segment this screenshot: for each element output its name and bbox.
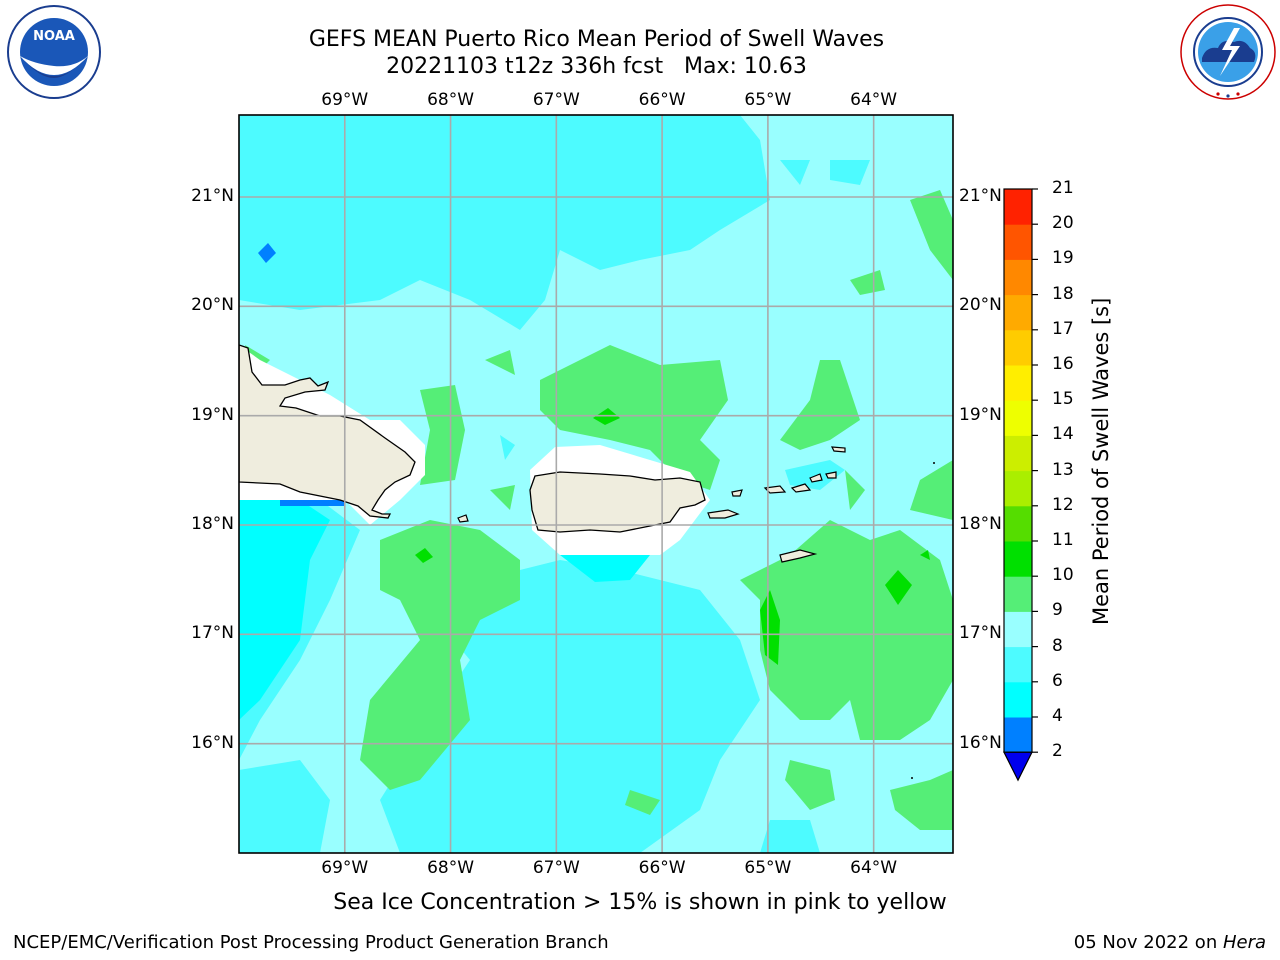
lon-label-bottom: 64°W — [850, 858, 898, 878]
map-gridlines — [239, 115, 953, 853]
lat-label-right: 18°N — [959, 514, 1002, 534]
lon-label-top: 66°W — [638, 90, 686, 110]
colorbar-segment — [1004, 681, 1032, 718]
field-4-6 — [239, 500, 330, 720]
lon-label-top: 65°W — [744, 90, 792, 110]
lat-label-right: 17°N — [959, 623, 1002, 644]
swell-period-field — [239, 115, 953, 853]
colorbar-under-arrow — [1003, 751, 1033, 782]
lon-label-top: 67°W — [532, 90, 580, 110]
colorbar-tick-label: 17 — [1052, 318, 1074, 339]
footer-branch: NCEP/EMC/Verification Post Processing Pr… — [13, 932, 609, 953]
colorbar-tick-label: 8 — [1052, 635, 1063, 656]
noaa-logo: NOAA — [7, 5, 101, 99]
lon-label-bottom: 67°W — [532, 858, 580, 878]
footer-date: 05 Nov 2022 on Hera — [1074, 932, 1266, 953]
st-croix-island — [779, 549, 818, 563]
colorbar-tick-label: 13 — [1052, 459, 1074, 480]
mona-island — [457, 514, 469, 523]
lat-label-left: 17°N — [191, 623, 234, 644]
colorbar-tick-label: 16 — [1052, 354, 1074, 374]
colorbar-segment — [1004, 189, 1032, 225]
colorbar-segment — [1004, 611, 1032, 648]
colorbar-segment — [1004, 717, 1032, 753]
colorbar-segment — [1004, 294, 1032, 331]
colorbar-tick-label: 9 — [1052, 600, 1063, 621]
colorbar-tick-label: 20 — [1052, 213, 1074, 234]
colorbar-segment — [1004, 329, 1032, 366]
lon-label-bottom: 66°W — [638, 858, 686, 878]
field-9-10 — [540, 345, 728, 490]
culebra-island — [731, 489, 743, 497]
colorbar-tick-label: 18 — [1052, 283, 1074, 304]
colorbar-tick-label: 15 — [1052, 389, 1074, 410]
tortola-island — [790, 483, 812, 493]
colorbar — [1003, 188, 1038, 782]
lat-label-left: 21°N — [191, 186, 234, 206]
lat-label-right: 16°N — [959, 732, 1002, 753]
lat-label-right: 21°N — [959, 186, 1002, 206]
colorbar-tick-label: 6 — [1052, 670, 1063, 691]
colorbar-tick-label: 14 — [1052, 424, 1074, 445]
colorbar-segment — [1004, 541, 1032, 577]
lon-label-bottom: 69°W — [321, 858, 369, 878]
sea-ice-note: Sea Ice Concentration > 15% is shown in … — [333, 890, 947, 915]
lat-label-left: 20°N — [191, 295, 234, 316]
chart-title: GEFS MEAN Puerto Rico Mean Period of Swe… — [308, 27, 885, 52]
colorbar-segment — [1004, 400, 1032, 436]
colorbar-tick-label: 4 — [1052, 706, 1063, 726]
colorbar-tick-label: 19 — [1052, 248, 1074, 269]
colorbar-segment — [1004, 576, 1032, 612]
lon-label-top: 68°W — [427, 90, 475, 110]
colorbar-segment — [1004, 470, 1032, 507]
nws-logo — [1180, 4, 1276, 100]
field-6-8 — [239, 115, 770, 330]
colorbar-segment — [1004, 646, 1032, 683]
footer-date-text: 05 Nov 2022 on — [1073, 932, 1223, 953]
lon-label-bottom: 68°W — [427, 858, 475, 878]
colorbar-label: Mean Period of Swell Waves [s] — [1089, 297, 1113, 625]
colorbar-segment — [1004, 259, 1032, 296]
colorbar-tick-label: 12 — [1052, 494, 1074, 515]
chart-subtitle: 20221103 t12z 336h fcst Max: 10.63 — [386, 54, 807, 79]
colorbar-tick-label: 11 — [1052, 530, 1074, 550]
lon-label-top: 64°W — [850, 90, 898, 110]
lat-label-right: 19°N — [959, 404, 1002, 425]
colorbar-segment — [1004, 224, 1032, 260]
colorbar-tick-label: 2 — [1052, 741, 1063, 762]
lon-label-bottom: 65°W — [744, 858, 792, 878]
colorbar-segment — [1004, 365, 1032, 401]
colorbar-segment — [1004, 435, 1032, 472]
hispaniola-land — [239, 344, 416, 519]
colorbar-tick-label: 10 — [1052, 565, 1074, 586]
anegada-island — [830, 446, 846, 453]
lat-label-left: 19°N — [191, 404, 234, 425]
puerto-rico-land — [529, 471, 706, 533]
map-frame — [238, 114, 954, 854]
lat-label-left: 16°N — [191, 732, 234, 753]
lon-label-top: 69°W — [321, 90, 369, 110]
lat-label-right: 20°N — [959, 295, 1002, 316]
field-2-4 — [258, 243, 276, 263]
colorbar-segment — [1004, 505, 1032, 542]
footer-host: Hera — [1222, 932, 1266, 953]
lat-label-left: 18°N — [191, 514, 234, 534]
field-10-11 — [760, 590, 780, 665]
vieques-island — [707, 509, 740, 519]
noaa-logo-text: NOAA — [33, 29, 75, 44]
colorbar-tick-label: 21 — [1052, 178, 1074, 198]
